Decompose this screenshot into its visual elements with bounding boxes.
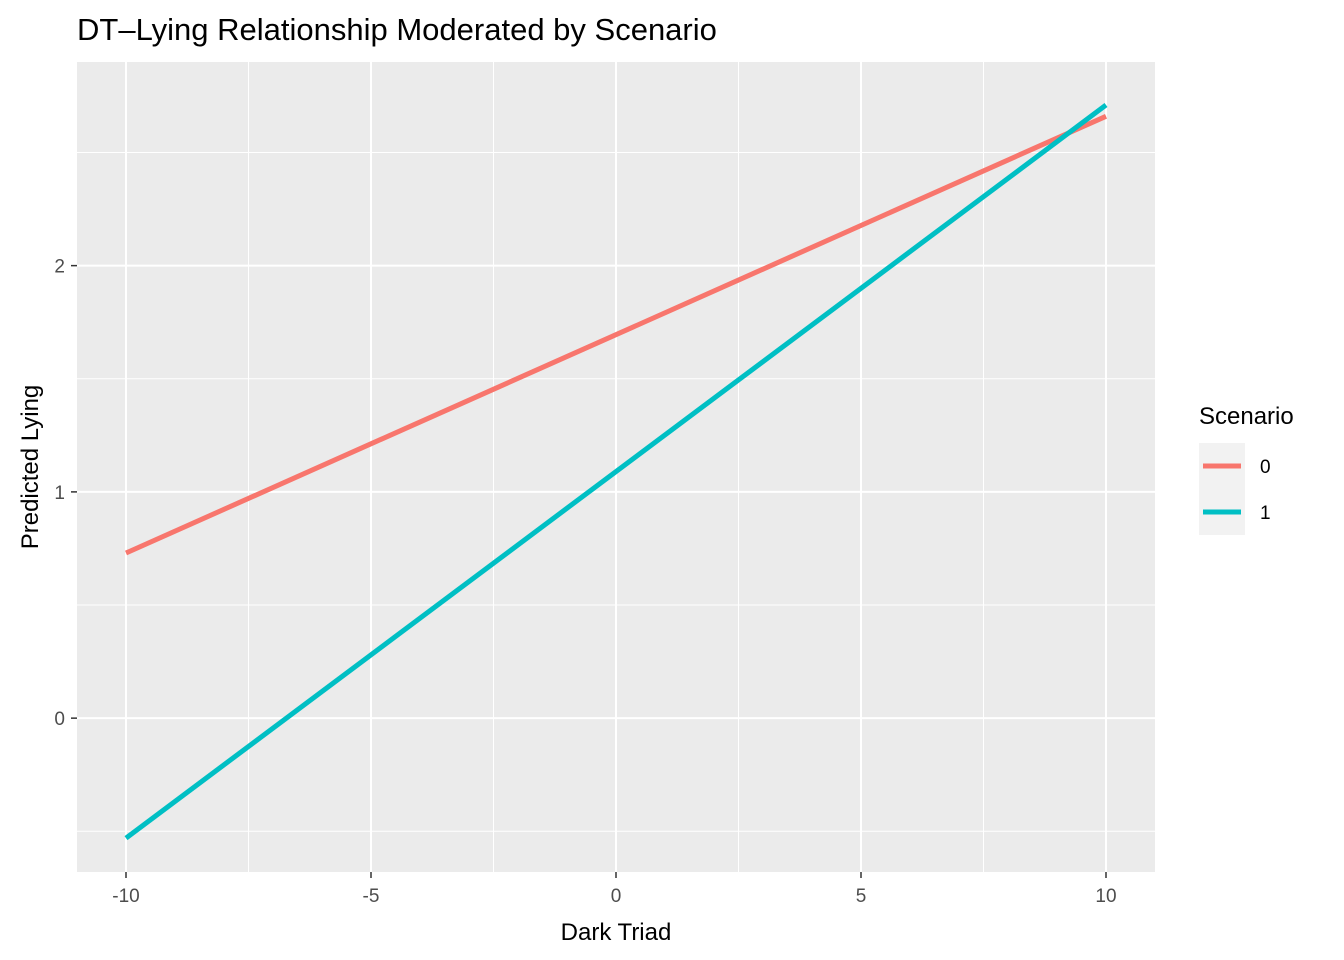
- x-axis: -10 -5 0 5 10: [112, 872, 1117, 907]
- legend-label-1: 1: [1260, 503, 1271, 524]
- x-axis-title: Dark Triad: [561, 919, 672, 946]
- major-grid: [77, 62, 1155, 872]
- x-tick-label: -5: [363, 886, 380, 907]
- series-line-0: [124, 114, 1108, 556]
- y-tick-label: 2: [54, 257, 65, 278]
- x-tick-label: 0: [611, 886, 622, 907]
- legend-label-0: 0: [1260, 457, 1271, 478]
- series-layer: [124, 102, 1108, 841]
- chart-title: DT–Lying Relationship Moderated by Scena…: [77, 12, 717, 47]
- legend-title: Scenario: [1199, 403, 1294, 430]
- x-tick-label: -10: [112, 886, 139, 907]
- x-tick-label: 10: [1095, 886, 1116, 907]
- series-line-1: [124, 102, 1108, 841]
- x-tick-label: 5: [856, 886, 867, 907]
- y-tick-label: 1: [54, 483, 65, 504]
- legend: Scenario 0 1: [1199, 403, 1294, 535]
- y-axis: 0 1 2: [54, 257, 77, 730]
- y-tick-label: 0: [54, 709, 65, 730]
- y-axis-title: Predicted Lying: [17, 385, 44, 550]
